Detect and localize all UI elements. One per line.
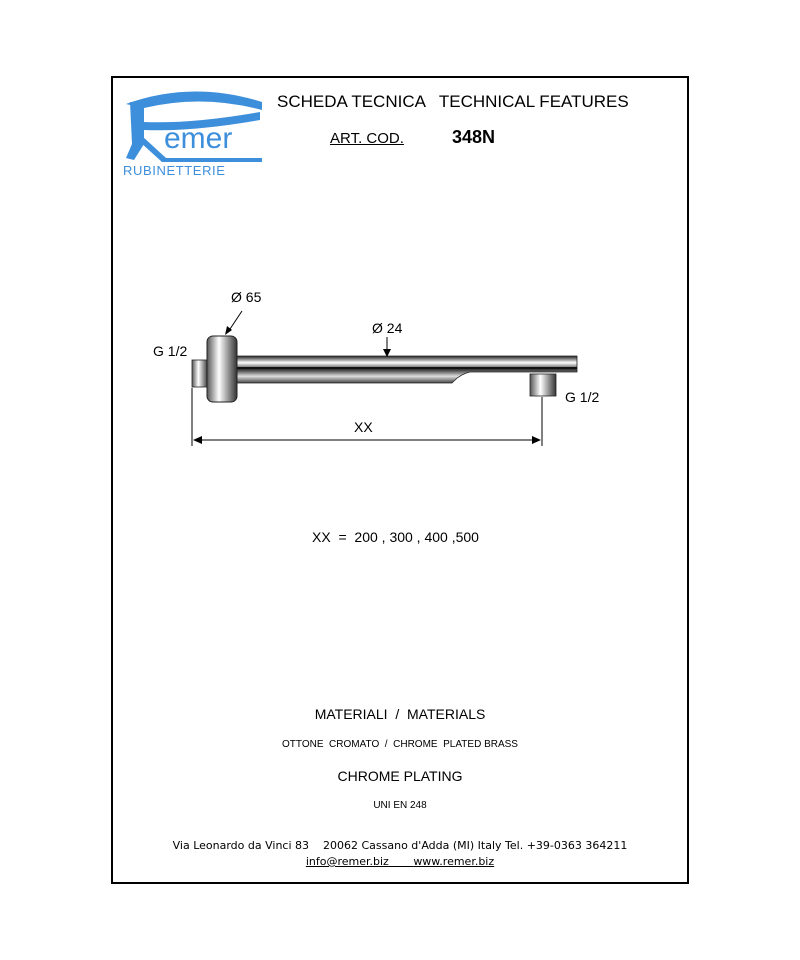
standard-text: UNI EN 248	[373, 800, 427, 811]
materials-heading: MATERIALI / MATERIALS	[314, 706, 486, 722]
material-text: OTTONE CROMATO / CHROME PLATED BRASS	[282, 739, 518, 750]
website-link[interactable]: www.remer.biz	[413, 855, 495, 868]
outlet-thread-label: G 1/2	[565, 389, 600, 405]
available-sizes: XX = 200 , 300 , 400 ,500	[312, 529, 479, 545]
remer-logo: emer RUBINETTERIE	[123, 91, 262, 178]
svg-text:emer: emer	[164, 122, 232, 155]
article-code: 348N	[452, 127, 496, 147]
length-label: XX	[354, 419, 373, 435]
page-frame	[111, 76, 689, 884]
finish-text: CHROME PLATING	[337, 768, 463, 784]
flange-diameter-label: Ø 65	[231, 289, 262, 305]
svg-text:RUBINETTERIE: RUBINETTERIE	[123, 163, 226, 178]
footer-address: Via Leonardo da Vinci 83 20062 Cassano d…	[172, 839, 628, 852]
pipe-diameter-label: Ø 24	[372, 320, 403, 336]
document-title: SCHEDA TECNICA TECHNICAL FEATURES	[277, 92, 629, 111]
inlet-thread-label: G 1/2	[153, 343, 188, 359]
article-code-label: ART. COD.	[330, 130, 404, 147]
email-link[interactable]: info@remer.biz	[305, 855, 389, 868]
